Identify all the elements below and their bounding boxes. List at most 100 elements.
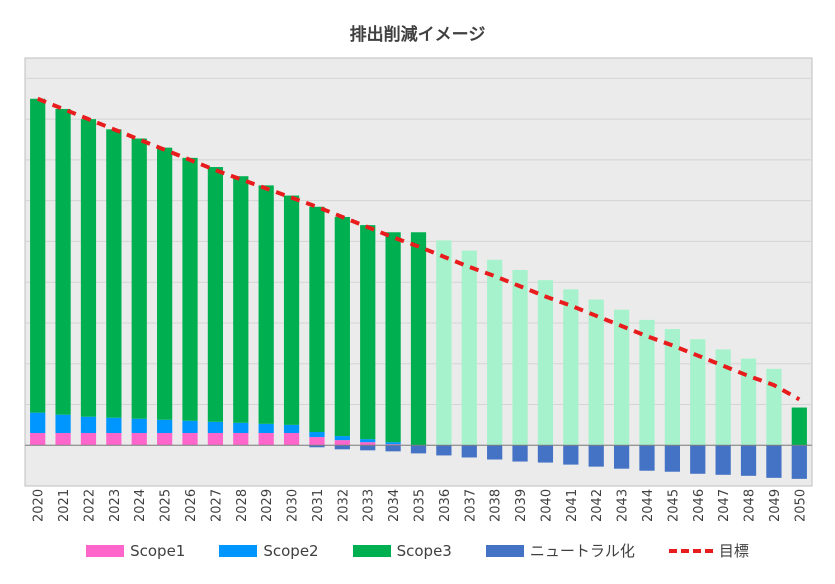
bar-segment <box>385 444 401 446</box>
bar-segment <box>639 445 655 471</box>
x-tick-label: 2024 <box>133 489 148 522</box>
bar-segment <box>385 442 401 445</box>
bar-segment <box>80 433 97 446</box>
bar-segment <box>182 420 198 434</box>
bar-segment <box>30 412 46 434</box>
bar-segment <box>258 423 274 434</box>
legend-swatch-scope3 <box>352 544 391 557</box>
bar-segment <box>588 445 604 467</box>
bar-segment <box>30 98 46 413</box>
x-tick-label: 2026 <box>184 489 199 522</box>
legend-label-scope3: Scope3 <box>396 541 452 560</box>
x-tick-label: 2030 <box>286 489 301 522</box>
bar-segment <box>360 442 376 446</box>
x-tick-label: 2021 <box>57 489 72 522</box>
bar-segment <box>410 232 427 446</box>
bar-segment <box>715 349 731 446</box>
bar-segment <box>80 416 97 434</box>
legend-item-neutralization: ニュートラル化 <box>485 540 635 561</box>
x-tick-label: 2036 <box>438 489 453 522</box>
bar-segment <box>639 319 655 446</box>
bar-segment <box>436 445 452 456</box>
bar-segment <box>207 167 224 422</box>
x-tick-label: 2039 <box>514 489 529 522</box>
bar-segment <box>309 206 325 432</box>
bar-segment <box>334 440 350 446</box>
bar-segment <box>766 445 782 478</box>
bar-segment <box>283 195 300 425</box>
bar-segment <box>283 424 300 434</box>
bar-segment <box>385 232 401 443</box>
bar-segment <box>436 240 452 446</box>
x-tick-label: 2029 <box>260 489 275 522</box>
x-tick-label: 2035 <box>413 489 428 522</box>
bar-segment <box>80 119 97 417</box>
bar-segment <box>106 129 122 418</box>
bar-segment <box>55 433 71 446</box>
x-tick-label: 2045 <box>666 489 681 522</box>
bar-segment <box>588 299 604 446</box>
bar-segment <box>664 445 680 472</box>
bar-segment <box>106 433 122 446</box>
x-tick-label: 2043 <box>616 489 631 522</box>
bar-segment <box>157 433 173 446</box>
legend-swatch-target <box>668 548 713 553</box>
bar-segment <box>207 433 224 446</box>
bar-segment <box>309 437 325 446</box>
bar-segment <box>55 414 71 434</box>
x-tick-label: 2044 <box>641 489 656 522</box>
bar-segment <box>233 422 249 434</box>
bar-segment <box>207 421 224 434</box>
bar-segment <box>613 309 630 446</box>
bar-segment <box>791 445 807 479</box>
bar-segment <box>360 445 376 451</box>
legend-label-target: 目標 <box>718 542 749 560</box>
x-tick-label: 2048 <box>743 489 758 522</box>
x-tick-label: 2022 <box>82 489 97 522</box>
bar-segment <box>182 157 198 421</box>
bar-segment <box>512 445 528 462</box>
target-line <box>36 96 801 402</box>
bar-segment <box>537 445 554 463</box>
x-tick-label: 2028 <box>235 489 250 522</box>
bar-segment <box>131 433 147 446</box>
x-tick-label: 2049 <box>768 489 783 522</box>
legend-swatch-scope2 <box>219 544 258 557</box>
legend-item-scope2: Scope2 <box>219 540 319 561</box>
x-tick-label: 2025 <box>159 489 174 522</box>
bar-segment <box>309 445 325 448</box>
chart-legend: Scope1 Scope2 Scope3 ニュートラル化 目標 <box>0 540 835 561</box>
bar-segment <box>360 225 376 440</box>
legend-label-scope2: Scope2 <box>263 541 319 560</box>
x-tick-label: 2050 <box>793 489 808 522</box>
legend-label-neutralization: ニュートラル化 <box>529 542 635 560</box>
bar-segment <box>360 439 376 443</box>
bar-segment <box>157 147 173 420</box>
bar-segment <box>715 445 731 475</box>
bar-segment <box>410 445 427 454</box>
x-tick-label: 2032 <box>336 489 351 522</box>
bar-segment <box>55 108 71 415</box>
bar-segment <box>309 431 325 438</box>
legend-item-target: 目標 <box>668 540 749 561</box>
bar-segment <box>740 445 757 476</box>
x-tick-label: 2042 <box>590 489 605 522</box>
x-tick-label: 2023 <box>108 489 123 522</box>
x-tick-label: 2041 <box>565 489 580 522</box>
x-tick-label: 2046 <box>692 489 707 522</box>
bar-segment <box>106 417 122 434</box>
bar-segment <box>182 433 198 446</box>
bar-segment <box>740 358 757 446</box>
bar-segment <box>664 329 680 446</box>
x-tick-label: 2027 <box>209 489 224 522</box>
x-tick-label: 2031 <box>311 489 326 522</box>
bar-segment <box>537 280 554 446</box>
x-tick-label: 2034 <box>387 489 402 522</box>
legend-swatch-neutralization <box>485 544 524 557</box>
x-tick-label: 2038 <box>489 489 504 522</box>
bar-segment <box>766 368 782 446</box>
legend-swatch-scope1 <box>86 544 125 557</box>
legend-item-scope3: Scope3 <box>352 540 452 561</box>
bar-segment <box>157 419 173 434</box>
